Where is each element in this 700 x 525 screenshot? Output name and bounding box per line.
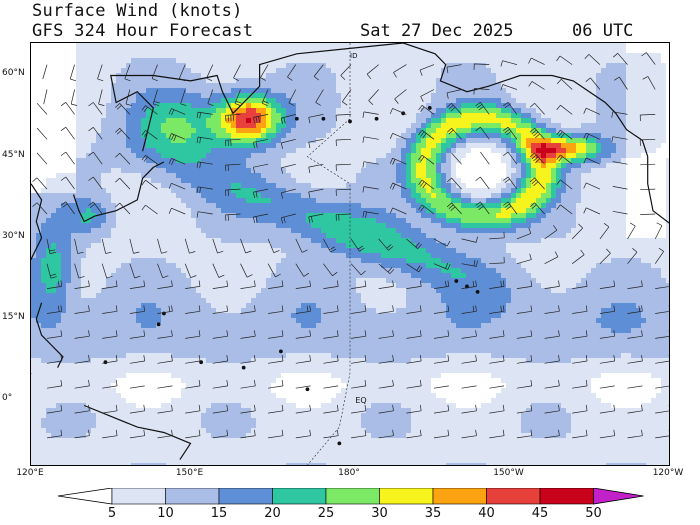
colorbar-segment <box>272 488 327 505</box>
colorbar-tick-label: 20 <box>264 506 281 521</box>
colorbar-segment <box>539 488 594 505</box>
wind-barbs <box>32 52 669 439</box>
colorbar-segment <box>218 488 273 505</box>
latitude-label: 0° <box>2 393 13 404</box>
colorbar-segment <box>325 488 380 505</box>
map-title: Surface Wind (knots) <box>32 1 243 21</box>
coastlines <box>31 43 669 460</box>
valid-date: Sat 27 Dec 2025 <box>360 21 514 41</box>
longitude-label: 120°E <box>16 468 44 478</box>
latitude-label: 45°N <box>2 149 25 160</box>
wind-speed-field <box>31 43 669 465</box>
colorbar-min-arrow <box>57 488 113 505</box>
longitude-label: 120°W <box>652 468 684 478</box>
longitude-label: 150°E <box>175 468 204 478</box>
colorbar-tick-label: 45 <box>531 506 549 521</box>
wind-map[interactable]: EQ ID <box>30 42 670 466</box>
colorbar-tick-label: 35 <box>424 506 442 521</box>
colorbar-segment <box>379 488 434 505</box>
colorbar-max-arrow <box>593 488 644 505</box>
wind-speed-colorbar <box>57 488 644 505</box>
colorbar-tick-label: 5 <box>107 506 117 521</box>
colorbar-tick-label: 30 <box>371 506 388 521</box>
valid-time: 06 UTC <box>572 21 634 41</box>
wind-map-canvas: EQ ID <box>31 43 669 465</box>
colorbar-tick-label: 10 <box>157 506 174 521</box>
colorbar-segment <box>111 488 166 505</box>
latitude-label: 30°N <box>2 230 25 241</box>
latitude-label: 15°N <box>2 311 25 322</box>
forecast-subtitle: GFS 324 Hour Forecast <box>32 21 254 41</box>
colorbar-segment <box>165 488 220 505</box>
colorbar-tick-label: 50 <box>585 506 602 521</box>
longitude-label: 150°W <box>493 468 524 478</box>
colorbar-segment <box>432 488 487 505</box>
colorbar-segment <box>486 488 541 505</box>
latitude-label: 60°N <box>2 68 25 79</box>
date-line-label: ID <box>350 52 357 60</box>
colorbar-tick-label: 40 <box>478 506 495 521</box>
colorbar-tick-label: 25 <box>317 506 335 521</box>
longitude-label: 180° <box>338 468 360 478</box>
colorbar-tick-label: 15 <box>210 506 228 521</box>
equator-label: EQ <box>355 396 366 405</box>
